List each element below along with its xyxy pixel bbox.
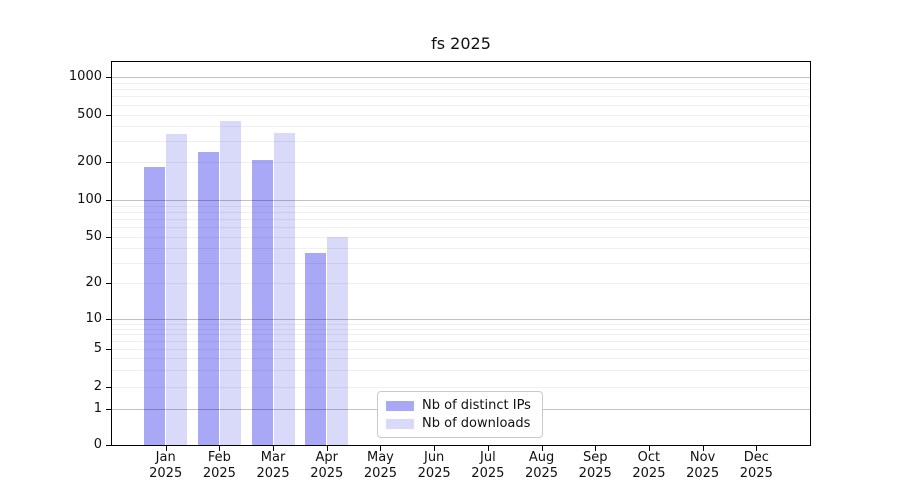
legend: Nb of distinct IPs Nb of downloads (377, 391, 543, 438)
gridline-minor (112, 227, 810, 229)
x-tick-mark (756, 446, 758, 451)
gridline-minor (112, 162, 810, 163)
gridline-minor (112, 370, 810, 372)
bar-distinct-ips-apr (305, 253, 327, 445)
plot-area (111, 61, 811, 446)
gridline-major (112, 77, 810, 78)
gridline-minor (112, 140, 810, 142)
gridline-minor (112, 126, 810, 128)
x-tick-mark (595, 446, 597, 451)
gridline-major (112, 200, 810, 201)
x-tick-label: Oct 2025 (632, 450, 666, 481)
x-tick-mark (541, 446, 543, 451)
x-tick-label: Jan 2025 (149, 450, 183, 481)
x-tick-mark (434, 446, 436, 451)
gridline-minor (112, 334, 810, 336)
y-tick-mark (106, 387, 111, 388)
y-tick-mark (106, 319, 111, 320)
gridline-minor (112, 349, 810, 350)
x-tick-label: Nov 2025 (686, 450, 720, 481)
x-tick-mark (702, 446, 704, 451)
x-tick-mark (273, 446, 275, 451)
bar-distinct-ips-jan (144, 167, 166, 445)
y-tick-label: 500 (77, 106, 102, 122)
y-tick-mark (106, 409, 111, 410)
gridline-minor (112, 89, 810, 91)
legend-swatch-downloads (386, 418, 414, 429)
x-tick-mark (326, 446, 328, 451)
bar-downloads-apr (327, 237, 349, 445)
gridline-minor (112, 96, 810, 98)
gridline-minor (112, 205, 810, 207)
gridline-minor (112, 341, 810, 343)
x-tick-label: Dec 2025 (739, 450, 773, 481)
y-tick-label: 2 (93, 379, 102, 394)
x-tick-mark (487, 446, 489, 451)
x-tick-label: Jul 2025 (471, 450, 505, 481)
x-tick-label: Feb 2025 (202, 450, 236, 481)
x-tick-mark (648, 446, 650, 451)
bar-downloads-jan (166, 133, 188, 445)
y-tick-mark (106, 162, 111, 163)
gridline-major (112, 319, 810, 320)
y-tick-mark (106, 77, 111, 78)
grid-layer (112, 62, 810, 445)
legend-label-downloads: Nb of downloads (422, 416, 531, 431)
gridline-minor (112, 328, 810, 330)
gridline-minor (112, 82, 810, 84)
y-tick-label: 200 (77, 154, 102, 169)
x-tick-label: Apr 2025 (310, 450, 344, 481)
legend-label-distinct-ips: Nb of distinct IPs (422, 398, 531, 413)
y-tick-mark (106, 445, 111, 446)
bar-distinct-ips-mar (251, 159, 273, 445)
gridline-minor (112, 283, 810, 284)
x-tick-label: May 2025 (363, 450, 397, 481)
gridline-minor (112, 104, 810, 106)
gridline-minor (112, 248, 810, 250)
y-tick-label: 100 (77, 192, 102, 207)
gridline-minor (112, 211, 810, 213)
x-tick-label: Mar 2025 (256, 450, 290, 481)
bars-layer (112, 62, 810, 445)
gridline-minor (112, 262, 810, 264)
y-tick-label: 20 (85, 275, 102, 290)
gridline-minor (112, 358, 810, 360)
y-tick-label: 0 (93, 437, 102, 452)
y-tick-label: 1000 (68, 69, 102, 84)
y-tick-mark (106, 283, 111, 284)
bar-distinct-ips-feb (197, 152, 219, 445)
legend-item-downloads: Nb of downloads (386, 416, 534, 431)
y-tick-mark (106, 200, 111, 201)
gridline-minor (112, 219, 810, 221)
x-tick-label: Aug 2025 (524, 450, 559, 481)
gridline-minor (112, 237, 810, 238)
legend-swatch-distinct-ips (386, 400, 414, 411)
y-tick-mark (106, 114, 111, 116)
y-tick-mark (106, 237, 111, 238)
y-tick-mark (106, 349, 111, 350)
legend-item-distinct-ips: Nb of distinct IPs (386, 398, 534, 413)
gridline-minor (112, 387, 810, 388)
y-tick-label: 10 (85, 311, 102, 326)
x-tick-mark (165, 446, 167, 451)
y-tick-label: 1 (93, 401, 102, 416)
x-tick-mark (219, 446, 221, 451)
x-tick-mark (380, 446, 382, 451)
x-tick-label: Jun 2025 (417, 450, 451, 481)
gridline-minor (112, 114, 810, 116)
gridline-minor (112, 323, 810, 325)
y-tick-label: 50 (85, 229, 102, 244)
x-tick-label: Sep 2025 (578, 450, 612, 481)
bar-downloads-mar (273, 132, 295, 445)
y-tick-label: 5 (93, 341, 102, 356)
bar-downloads-feb (219, 121, 241, 445)
chart-title: fs 2025 (431, 34, 491, 53)
